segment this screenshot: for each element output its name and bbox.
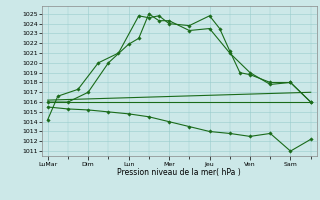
X-axis label: Pression niveau de la mer( hPa ): Pression niveau de la mer( hPa ) bbox=[117, 168, 241, 177]
